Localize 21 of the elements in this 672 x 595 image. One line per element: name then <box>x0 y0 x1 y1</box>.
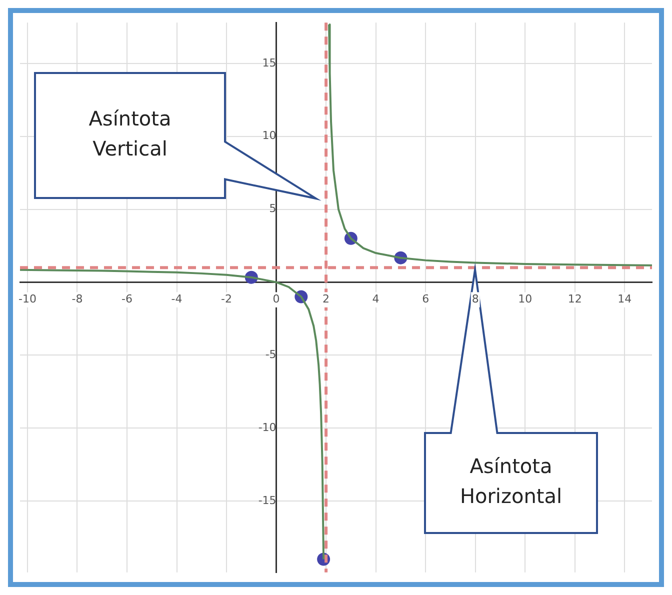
x-tick-label: 0 <box>272 292 280 306</box>
x-tick-label: -8 <box>72 292 83 306</box>
annotation: Asíntota Vertical <box>88 106 172 161</box>
x-tick-label: -2 <box>221 292 232 306</box>
annotation: Asíntota Horizontal <box>460 454 562 508</box>
x-tick-label: 8 <box>472 292 479 306</box>
y-tick-label: -10 <box>258 420 276 434</box>
x-tick-label: 6 <box>422 292 430 306</box>
y-tick-label: 15 <box>262 56 276 70</box>
x-tick-label: 12 <box>568 292 582 306</box>
y-tick-label: 10 <box>262 129 276 142</box>
x-tick-label: 10 <box>518 292 532 306</box>
x-tick-label: -10 <box>18 292 36 306</box>
y-tick-label: 5 <box>269 202 276 216</box>
x-tick-label: 14 <box>618 292 632 306</box>
y-tick-label: -15 <box>258 494 276 507</box>
x-tick-label: 2 <box>322 292 330 306</box>
y-tick-label: -5 <box>265 348 276 361</box>
x-tick-label: 4 <box>372 292 380 306</box>
x-tick-label: -6 <box>122 292 132 306</box>
x-tick-label: -4 <box>171 292 182 306</box>
